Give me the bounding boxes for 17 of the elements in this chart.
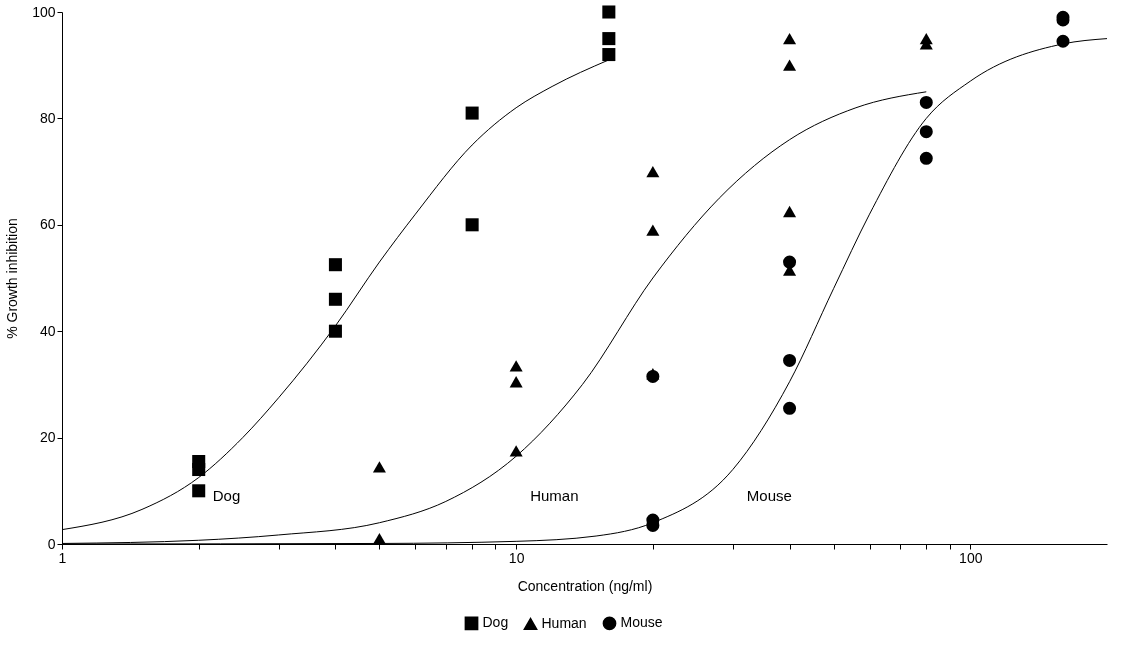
x-tick-label: 100: [959, 549, 983, 566]
y-tick-label: 100: [32, 3, 56, 20]
y-tick-label: 60: [39, 216, 56, 233]
x-tick-label: 10: [508, 549, 525, 566]
x-tick-label: 1: [58, 549, 67, 566]
legend-label: Dog: [482, 614, 509, 631]
y-axis-title: % Growth inhibition: [4, 218, 21, 339]
annotation: Mouse: [746, 487, 792, 505]
y-tick-label: 80: [39, 109, 56, 126]
y-tick-label: 20: [39, 429, 56, 446]
legend-label: Mouse: [620, 614, 663, 631]
legend-label: Human: [541, 614, 587, 631]
y-tick-label: 0: [47, 535, 56, 552]
y-tick-label: 40: [39, 322, 56, 339]
annotation: Dog: [212, 487, 241, 505]
x-axis-title: Concentration (ng/ml): [517, 577, 653, 594]
annotation: Human: [530, 487, 579, 505]
